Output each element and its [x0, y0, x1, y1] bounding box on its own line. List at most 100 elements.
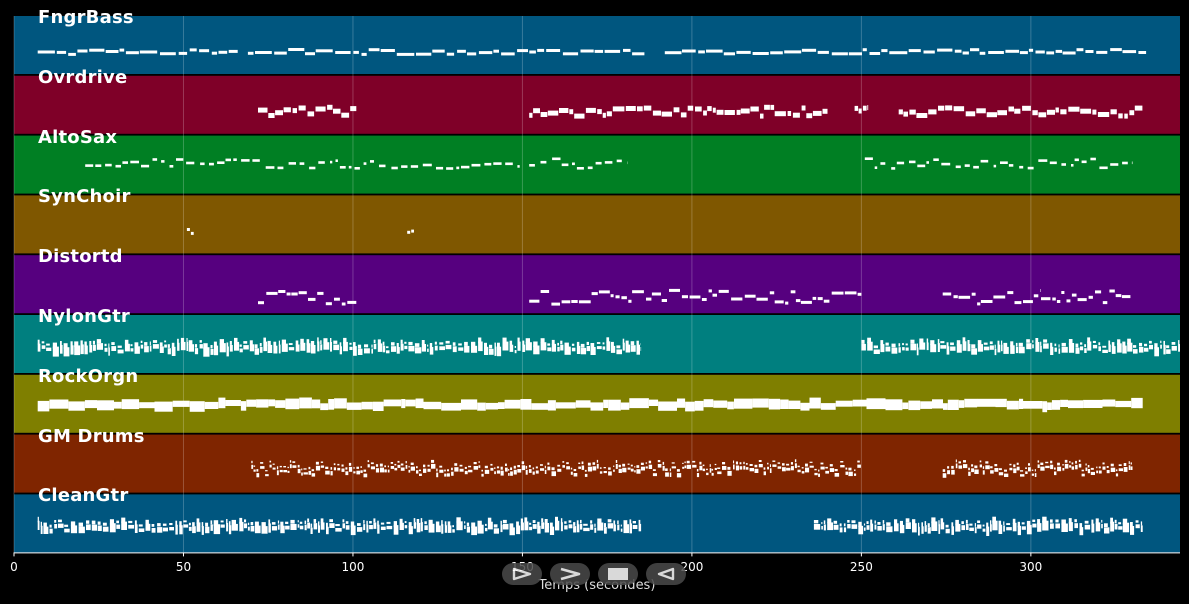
track-lane — [14, 434, 1180, 493]
note — [709, 464, 711, 467]
note — [1111, 346, 1116, 354]
note — [350, 525, 356, 536]
note — [500, 524, 503, 533]
note — [303, 472, 308, 475]
note — [867, 105, 869, 111]
note — [318, 521, 320, 526]
note — [91, 520, 96, 525]
note — [416, 52, 432, 56]
note — [998, 472, 1004, 476]
note — [1008, 106, 1014, 112]
note — [885, 346, 891, 352]
note — [484, 465, 488, 469]
note — [902, 343, 904, 346]
stop-button[interactable] — [598, 563, 638, 585]
note — [689, 295, 701, 299]
note — [320, 403, 329, 411]
note — [1115, 294, 1122, 298]
note — [1061, 163, 1066, 166]
note — [547, 462, 550, 465]
note — [1077, 298, 1087, 302]
track-title: Ovrdrive — [38, 66, 128, 88]
note — [134, 524, 138, 533]
stop-icon — [608, 568, 628, 580]
note — [529, 112, 533, 118]
note — [330, 467, 333, 470]
note — [276, 470, 279, 476]
note — [1122, 345, 1127, 354]
note — [357, 527, 363, 532]
note — [339, 166, 346, 169]
rewind-button[interactable] — [646, 563, 686, 585]
note — [976, 108, 986, 114]
note — [70, 345, 74, 355]
note — [494, 467, 496, 469]
note — [478, 461, 480, 463]
note — [335, 528, 342, 532]
note — [413, 522, 416, 529]
note — [769, 291, 775, 295]
note — [320, 518, 324, 523]
note — [586, 345, 590, 352]
note — [1062, 51, 1076, 55]
note — [297, 524, 300, 528]
note — [621, 296, 627, 300]
note — [938, 520, 940, 526]
note — [727, 466, 731, 470]
note — [680, 112, 687, 118]
play-button[interactable] — [550, 563, 590, 585]
note — [794, 463, 797, 469]
note — [671, 466, 676, 469]
note — [961, 525, 965, 531]
note — [451, 467, 453, 471]
note — [861, 343, 866, 351]
note — [121, 521, 127, 530]
note — [782, 467, 786, 472]
note — [541, 522, 545, 529]
note — [1054, 467, 1056, 470]
note — [1046, 51, 1055, 55]
note — [985, 465, 990, 470]
note — [1009, 463, 1012, 466]
note — [489, 348, 494, 355]
note — [833, 520, 838, 524]
note — [616, 345, 621, 349]
note — [613, 520, 616, 525]
note — [1104, 523, 1108, 527]
note — [1013, 468, 1017, 474]
note — [561, 300, 571, 304]
note — [568, 524, 573, 529]
note — [1034, 469, 1036, 472]
note — [313, 519, 317, 523]
track-lane — [14, 16, 1180, 74]
note — [877, 522, 881, 525]
note — [1025, 471, 1028, 474]
note — [80, 344, 84, 355]
note — [1026, 339, 1030, 343]
play-from-start-button[interactable] — [502, 563, 542, 585]
note — [445, 340, 450, 344]
note — [1023, 401, 1043, 409]
note — [1057, 466, 1062, 472]
note — [602, 112, 606, 118]
note — [951, 469, 955, 475]
note — [692, 460, 696, 463]
note — [1096, 470, 1098, 474]
note — [1102, 349, 1108, 353]
note — [387, 469, 390, 473]
x-tick-label: 100 — [341, 560, 365, 574]
note — [777, 462, 781, 464]
note — [576, 345, 581, 354]
note — [1001, 340, 1003, 345]
note — [37, 400, 50, 412]
note — [1010, 345, 1015, 354]
note — [384, 465, 386, 468]
note — [965, 523, 969, 530]
note — [681, 295, 688, 299]
note — [390, 466, 395, 469]
note — [80, 340, 83, 347]
track-title: CleanGtr — [38, 485, 129, 507]
note — [1019, 165, 1024, 169]
note — [703, 110, 707, 116]
note — [608, 467, 611, 470]
